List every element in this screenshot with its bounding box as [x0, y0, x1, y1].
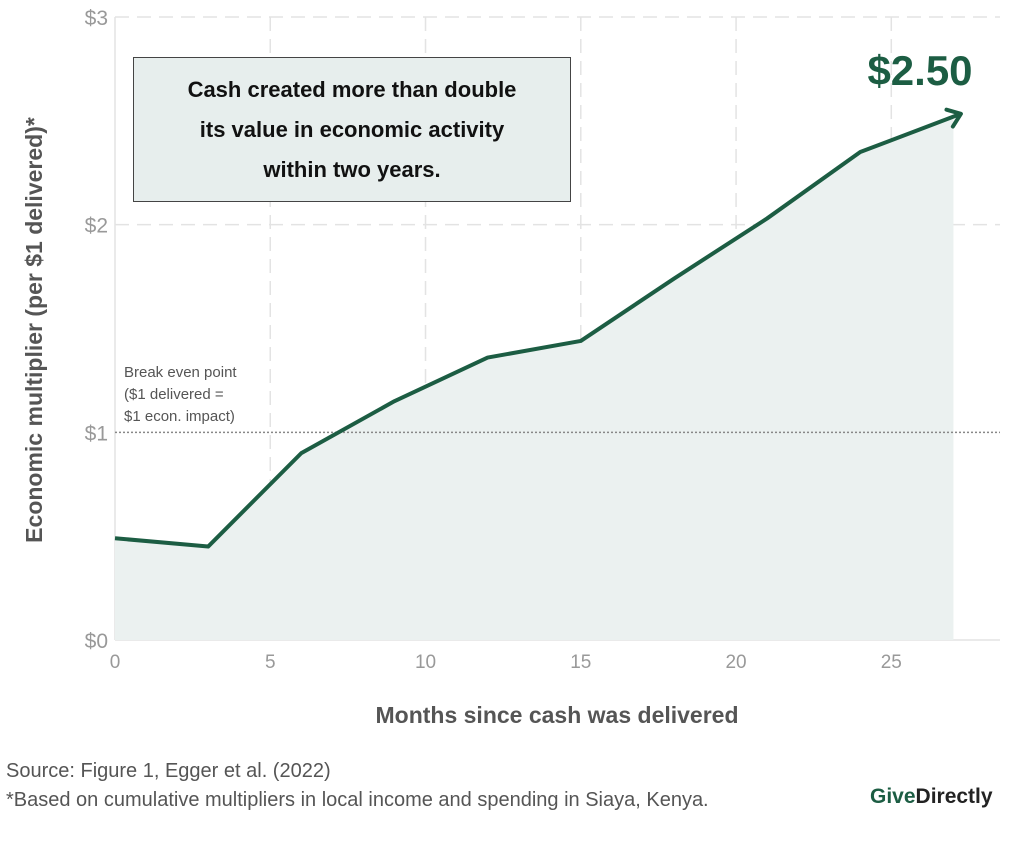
callout-line: Cash created more than double	[187, 76, 517, 102]
source-text: Source: Figure 1, Egger et al. (2022)	[6, 760, 331, 782]
logo-give: Give	[870, 785, 916, 808]
x-axis-label: Months since cash was delivered	[375, 702, 738, 728]
break-even-label-line: ($1 delivered =	[124, 386, 224, 403]
y-axis-label: Economic multiplier (per $1 delivered)*	[21, 117, 47, 543]
y-tick-label: $3	[85, 7, 108, 30]
arrow-head-icon	[944, 107, 963, 129]
break-even-label-line: $1 econ. impact)	[124, 408, 235, 425]
end-value-label: $2.50	[867, 47, 972, 94]
y-tick-label: $0	[85, 630, 108, 653]
x-tick-label: 5	[265, 652, 276, 673]
y-tick-label: $2	[85, 215, 108, 238]
break-even-label: Break even point ($1 delivered = $1 econ…	[124, 364, 237, 425]
givedirectly-logo: GiveDirectly	[870, 785, 993, 809]
x-tick-label: 20	[725, 652, 746, 673]
x-tick-label: 10	[415, 652, 436, 673]
y-tick-label: $1	[85, 422, 108, 445]
footnote-text: *Based on cumulative multipliers in loca…	[6, 789, 709, 811]
logo-directly: Directly	[915, 785, 993, 808]
callout-box: Cash created more than double its value …	[133, 57, 571, 202]
x-tick-label: 0	[110, 652, 121, 673]
footer: Source: Figure 1, Egger et al. (2022) *B…	[6, 757, 866, 815]
x-tick-label: 25	[881, 652, 902, 673]
break-even-label-line: Break even point	[124, 364, 237, 381]
callout-line: within two years.	[263, 156, 441, 182]
area-fill	[115, 116, 954, 641]
callout-line: its value in economic activity	[199, 116, 505, 142]
x-tick-label: 15	[570, 652, 591, 673]
